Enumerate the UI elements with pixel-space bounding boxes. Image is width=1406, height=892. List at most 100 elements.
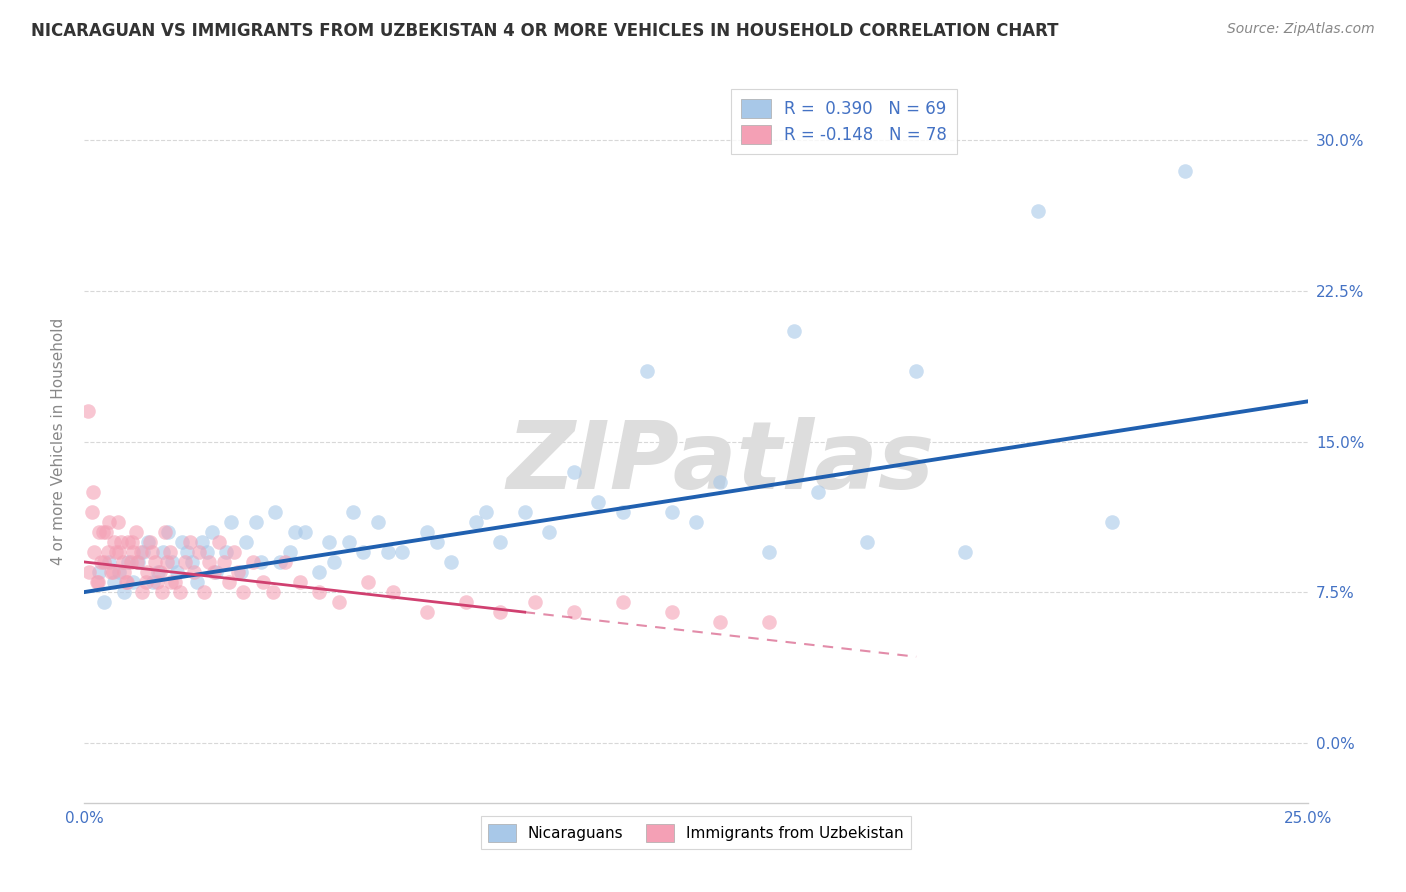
Point (228, 565, 250, 579)
Point (262, 585, 284, 599)
Point (352, 545, 374, 559)
Point (274, 555, 297, 569)
Point (107, 515, 129, 529)
Point (90, 555, 112, 569)
Point (93, 555, 115, 569)
Point (172, 535, 194, 549)
Point (200, 524, 222, 539)
Point (391, 545, 413, 559)
Point (807, 484, 830, 499)
Legend: Nicaraguans, Immigrants from Uzbekistan: Nicaraguans, Immigrants from Uzbekistan (481, 816, 911, 849)
Point (112, 585, 135, 599)
Point (107, 565, 129, 579)
Point (367, 515, 389, 529)
Point (416, 524, 439, 539)
Point (489, 535, 512, 549)
Point (242, 555, 264, 569)
Point (278, 545, 301, 559)
Point (146, 565, 169, 579)
Point (661, 505, 683, 519)
Point (318, 535, 340, 549)
Point (121, 535, 143, 549)
Point (252, 575, 274, 590)
Point (97, 515, 120, 529)
Point (173, 555, 195, 569)
Point (222, 545, 245, 559)
Point (136, 535, 159, 549)
Point (107, 545, 129, 559)
Point (96, 524, 118, 539)
Point (132, 545, 155, 559)
Point (288, 575, 311, 590)
Point (117, 535, 139, 549)
Point (129, 545, 152, 559)
Point (636, 364, 658, 378)
Point (125, 524, 148, 539)
Point (183, 565, 205, 579)
Text: NICARAGUAN VS IMMIGRANTS FROM UZBEKISTAN 4 OR MORE VEHICLES IN HOUSEHOLD CORRELA: NICARAGUAN VS IMMIGRANTS FROM UZBEKISTAN… (31, 22, 1059, 40)
Point (77, 404, 100, 418)
Point (264, 505, 287, 519)
Point (146, 575, 169, 590)
Point (127, 555, 149, 569)
Point (122, 575, 145, 590)
Point (489, 605, 512, 619)
Point (294, 524, 316, 539)
Point (159, 545, 181, 559)
Point (188, 545, 211, 559)
Point (232, 585, 254, 599)
Point (205, 565, 228, 579)
Point (93, 595, 115, 609)
Point (155, 555, 177, 569)
Point (328, 595, 350, 609)
Point (661, 605, 683, 619)
Point (538, 524, 561, 539)
Point (235, 535, 257, 549)
Point (198, 555, 221, 569)
Point (709, 615, 731, 630)
Point (249, 555, 271, 569)
Point (120, 555, 142, 569)
Point (127, 555, 149, 569)
Text: Source: ZipAtlas.com: Source: ZipAtlas.com (1227, 22, 1375, 37)
Point (269, 555, 291, 569)
Point (464, 515, 486, 529)
Point (758, 615, 780, 630)
Point (152, 545, 174, 559)
Point (440, 555, 463, 569)
Point (111, 555, 134, 569)
Point (87, 565, 110, 579)
Point (136, 565, 159, 579)
Point (212, 555, 235, 569)
Point (1174, 163, 1197, 178)
Point (208, 535, 231, 549)
Point (284, 524, 307, 539)
Point (142, 575, 165, 590)
Point (186, 575, 208, 590)
Point (100, 565, 122, 579)
Point (122, 545, 145, 559)
Point (474, 505, 496, 519)
Point (342, 505, 364, 519)
Point (115, 575, 138, 590)
Point (103, 575, 125, 590)
Point (513, 505, 536, 519)
Point (202, 565, 225, 579)
Point (131, 585, 153, 599)
Point (191, 535, 214, 549)
Point (377, 545, 399, 559)
Point (135, 575, 157, 590)
Point (87, 524, 110, 539)
Point (856, 535, 879, 549)
Point (169, 585, 191, 599)
Point (160, 575, 183, 590)
Point (322, 555, 344, 569)
Point (149, 565, 172, 579)
Point (103, 535, 125, 549)
Point (218, 575, 240, 590)
Point (381, 585, 404, 599)
Point (685, 515, 707, 529)
Point (195, 545, 218, 559)
Point (83, 545, 105, 559)
Point (308, 585, 330, 599)
